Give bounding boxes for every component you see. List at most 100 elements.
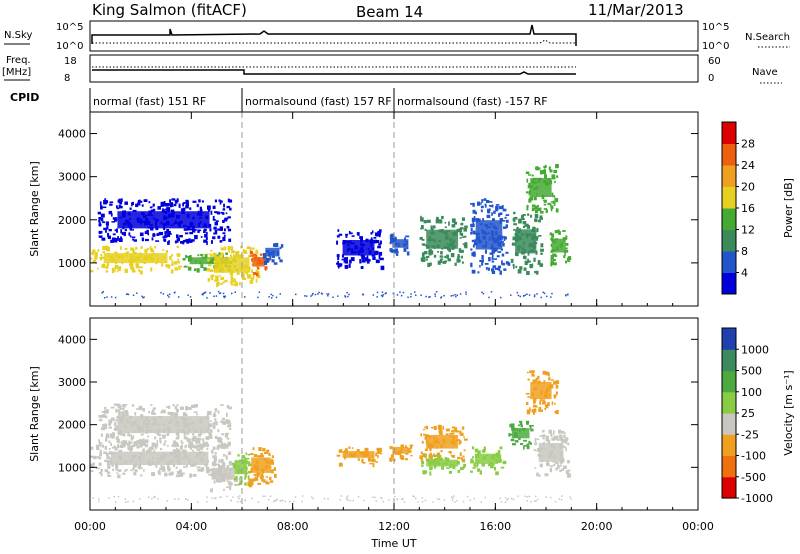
- colorbar-swatch: [722, 349, 736, 372]
- scatter-cell: [247, 453, 251, 456]
- scatter-cell: [182, 207, 186, 212]
- scatter-cell: [228, 482, 232, 486]
- scatter-cell: [230, 277, 234, 282]
- colorbar-swatch: [722, 391, 736, 414]
- colorbar-tick-label: 28: [741, 138, 755, 151]
- scatter-cell: [92, 259, 96, 264]
- scatter-cell: [558, 231, 561, 235]
- scatter-core: [426, 229, 459, 249]
- ground-speckle: [206, 297, 208, 299]
- scatter-cell: [534, 213, 537, 218]
- scatter-cell: [190, 443, 194, 448]
- scatter-cell: [524, 224, 528, 227]
- scatter-cell: [173, 463, 176, 467]
- scatter-cell: [158, 231, 162, 236]
- scatter-cell: [223, 228, 226, 232]
- scatter-cell: [168, 411, 173, 415]
- ground-speckle: [234, 291, 236, 293]
- ground-speckle: [400, 294, 403, 297]
- scatter-cell: [423, 251, 428, 255]
- scatter-cell: [227, 216, 231, 219]
- scatter-cell: [132, 467, 135, 471]
- scatter-cell: [488, 201, 493, 203]
- nsearch-tick-top: 10^5: [702, 22, 729, 33]
- freq-label: Freq.: [6, 55, 31, 66]
- scatter-cell: [115, 217, 118, 221]
- scatter-cell: [204, 233, 208, 238]
- scatter-cell: [532, 204, 536, 207]
- scatter-cell: [447, 247, 451, 250]
- scatter-cell: [105, 270, 109, 273]
- scatter-cell: [343, 258, 346, 263]
- scatter-cell: [462, 466, 466, 469]
- scatter-cell: [501, 205, 504, 210]
- scatter-cell: [563, 465, 567, 469]
- scatter-cell: [166, 464, 169, 469]
- scatter-cell: [223, 454, 226, 457]
- scatter-cell: [479, 259, 483, 262]
- ground-speckle: [363, 499, 365, 502]
- scatter-cell: [213, 232, 216, 235]
- scatter-cell: [216, 220, 219, 222]
- scatter-cell: [228, 248, 231, 253]
- scatter-cell: [140, 474, 143, 477]
- scatter-cell: [203, 228, 207, 231]
- ground-speckle: [103, 297, 106, 299]
- ground-speckle: [536, 293, 538, 295]
- ground-speckle: [318, 291, 320, 294]
- scatter-cell: [375, 259, 380, 264]
- scatter-cell: [463, 449, 466, 452]
- scatter-cell: [546, 403, 549, 409]
- scatter-cell: [472, 223, 475, 228]
- scatter-cell: [502, 242, 505, 247]
- scatter-cell: [378, 251, 383, 256]
- scatter-cell: [554, 461, 559, 464]
- scatter-cell: [456, 439, 461, 442]
- scatter-cell: [488, 257, 491, 262]
- ground-speckle: [565, 294, 567, 296]
- scatter-cell: [155, 443, 158, 448]
- scatter-cell: [125, 469, 129, 471]
- scatter-cell: [180, 241, 184, 244]
- scatter-cell: [371, 254, 376, 257]
- scatter-cell: [405, 452, 409, 455]
- ground-speckle: [469, 499, 471, 501]
- scatter-cell: [137, 200, 140, 204]
- scatter-cell: [149, 245, 152, 248]
- scatter-cell: [567, 460, 570, 464]
- scatter-cell: [185, 444, 188, 448]
- scatter-cell: [108, 451, 112, 455]
- nsearch-trace: [92, 39, 576, 44]
- scatter-cell: [515, 265, 518, 268]
- scatter-cell: [535, 166, 539, 171]
- scatter-cell: [567, 256, 572, 260]
- scatter-cell: [429, 467, 433, 471]
- scatter-cell: [167, 264, 171, 269]
- ground-speckle: [143, 296, 145, 298]
- scatter-cell: [115, 419, 118, 422]
- ground-speckle: [244, 296, 246, 298]
- scatter-cell: [424, 228, 427, 231]
- scatter-cell: [470, 227, 473, 232]
- scatter-cell: [461, 261, 464, 264]
- scatter-cell: [543, 441, 545, 444]
- scatter-cell: [420, 217, 424, 222]
- scatter-cell: [429, 448, 432, 451]
- scatter-cell: [438, 457, 443, 461]
- scatter-cell: [100, 205, 103, 210]
- scatter-cell: [491, 270, 495, 273]
- scatter-cell: [376, 450, 380, 455]
- ground-speckle: [402, 498, 404, 500]
- scatter-cell: [547, 202, 551, 205]
- scatter-cell: [565, 260, 568, 264]
- scatter-cell: [530, 442, 532, 445]
- nave-tick-bottom: 0: [708, 73, 714, 84]
- ground-speckle: [219, 496, 221, 498]
- ground-speckle: [542, 291, 545, 294]
- scatter-cell: [244, 252, 248, 254]
- scatter-cell: [229, 207, 232, 211]
- scatter-cell: [423, 433, 426, 436]
- scatter-core: [511, 428, 530, 439]
- ground-speckle: [126, 293, 129, 295]
- ground-speckle: [264, 495, 266, 497]
